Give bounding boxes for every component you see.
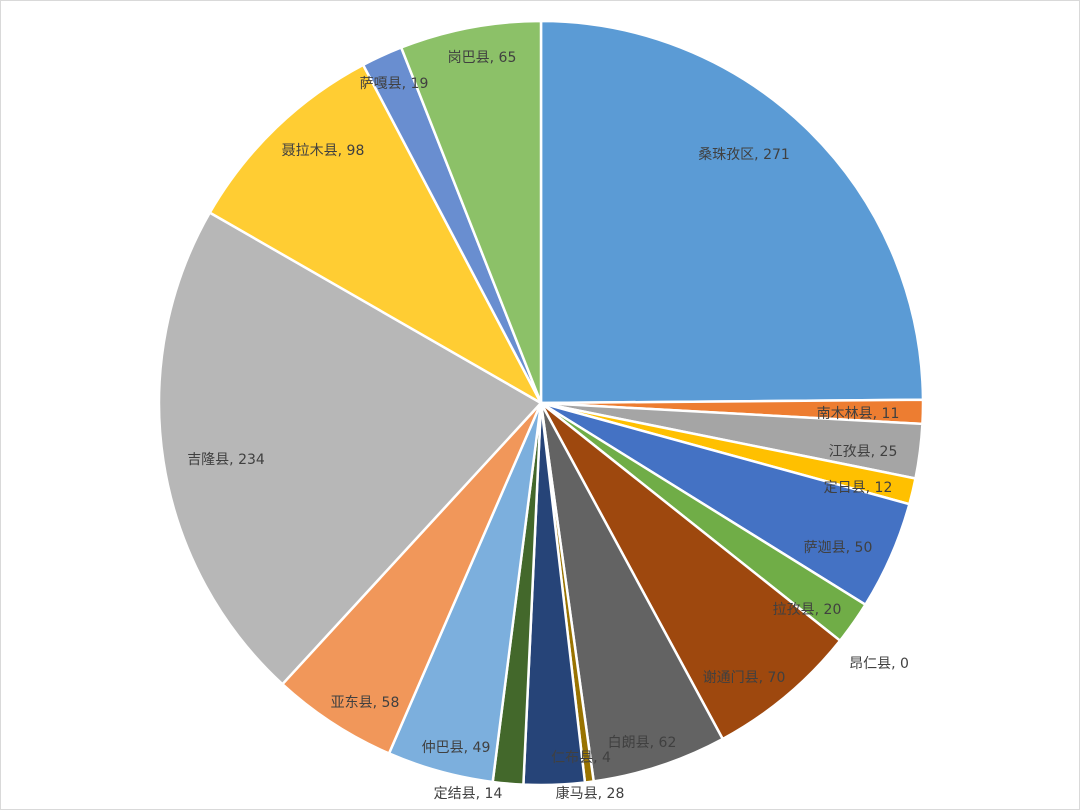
data-label-13: 仲巴县, 49 [422, 740, 491, 756]
data-label-7: 昂仁县, 0 [849, 656, 909, 672]
data-label-16: 聂拉木县, 98 [282, 143, 365, 159]
pie-labels: 桑珠孜区, 271 南木林县, 11 江孜县, 25 定日县, 12 萨迦县, 50 拉孜… [187, 50, 909, 802]
slice-15 [157, 210, 543, 686]
data-label-9: 白朗县, 62 [608, 735, 677, 751]
data-label-4: 定日县, 12 [824, 480, 893, 496]
slice-8 [539, 402, 842, 741]
data-label-15: 吉隆县, 234 [187, 452, 265, 468]
data-label-18: 岗巴县, 65 [448, 50, 517, 66]
slice-9 [539, 402, 725, 783]
pie-slices [157, 19, 925, 787]
data-label-14: 亚东县, 58 [331, 695, 400, 711]
data-label-5: 萨迦县, 50 [804, 540, 873, 556]
data-label-2: 南木林县, 11 [817, 406, 900, 422]
slice-1 [539, 19, 925, 405]
data-label-8: 谢通门县, 70 [703, 670, 786, 686]
slice-18 [399, 19, 543, 404]
data-label-3: 江孜县, 25 [829, 444, 898, 460]
slice-16 [208, 63, 545, 407]
data-label-11: 康马县, 28 [556, 785, 625, 802]
data-label-12: 定结县, 14 [434, 786, 503, 802]
data-label-10: 仁布县, 4 [551, 750, 611, 766]
data-label-6: 拉孜县, 20 [773, 602, 842, 618]
data-label-17: 萨嘎县, 19 [360, 76, 429, 92]
data-label-1: 桑珠孜区, 271 [698, 147, 790, 163]
